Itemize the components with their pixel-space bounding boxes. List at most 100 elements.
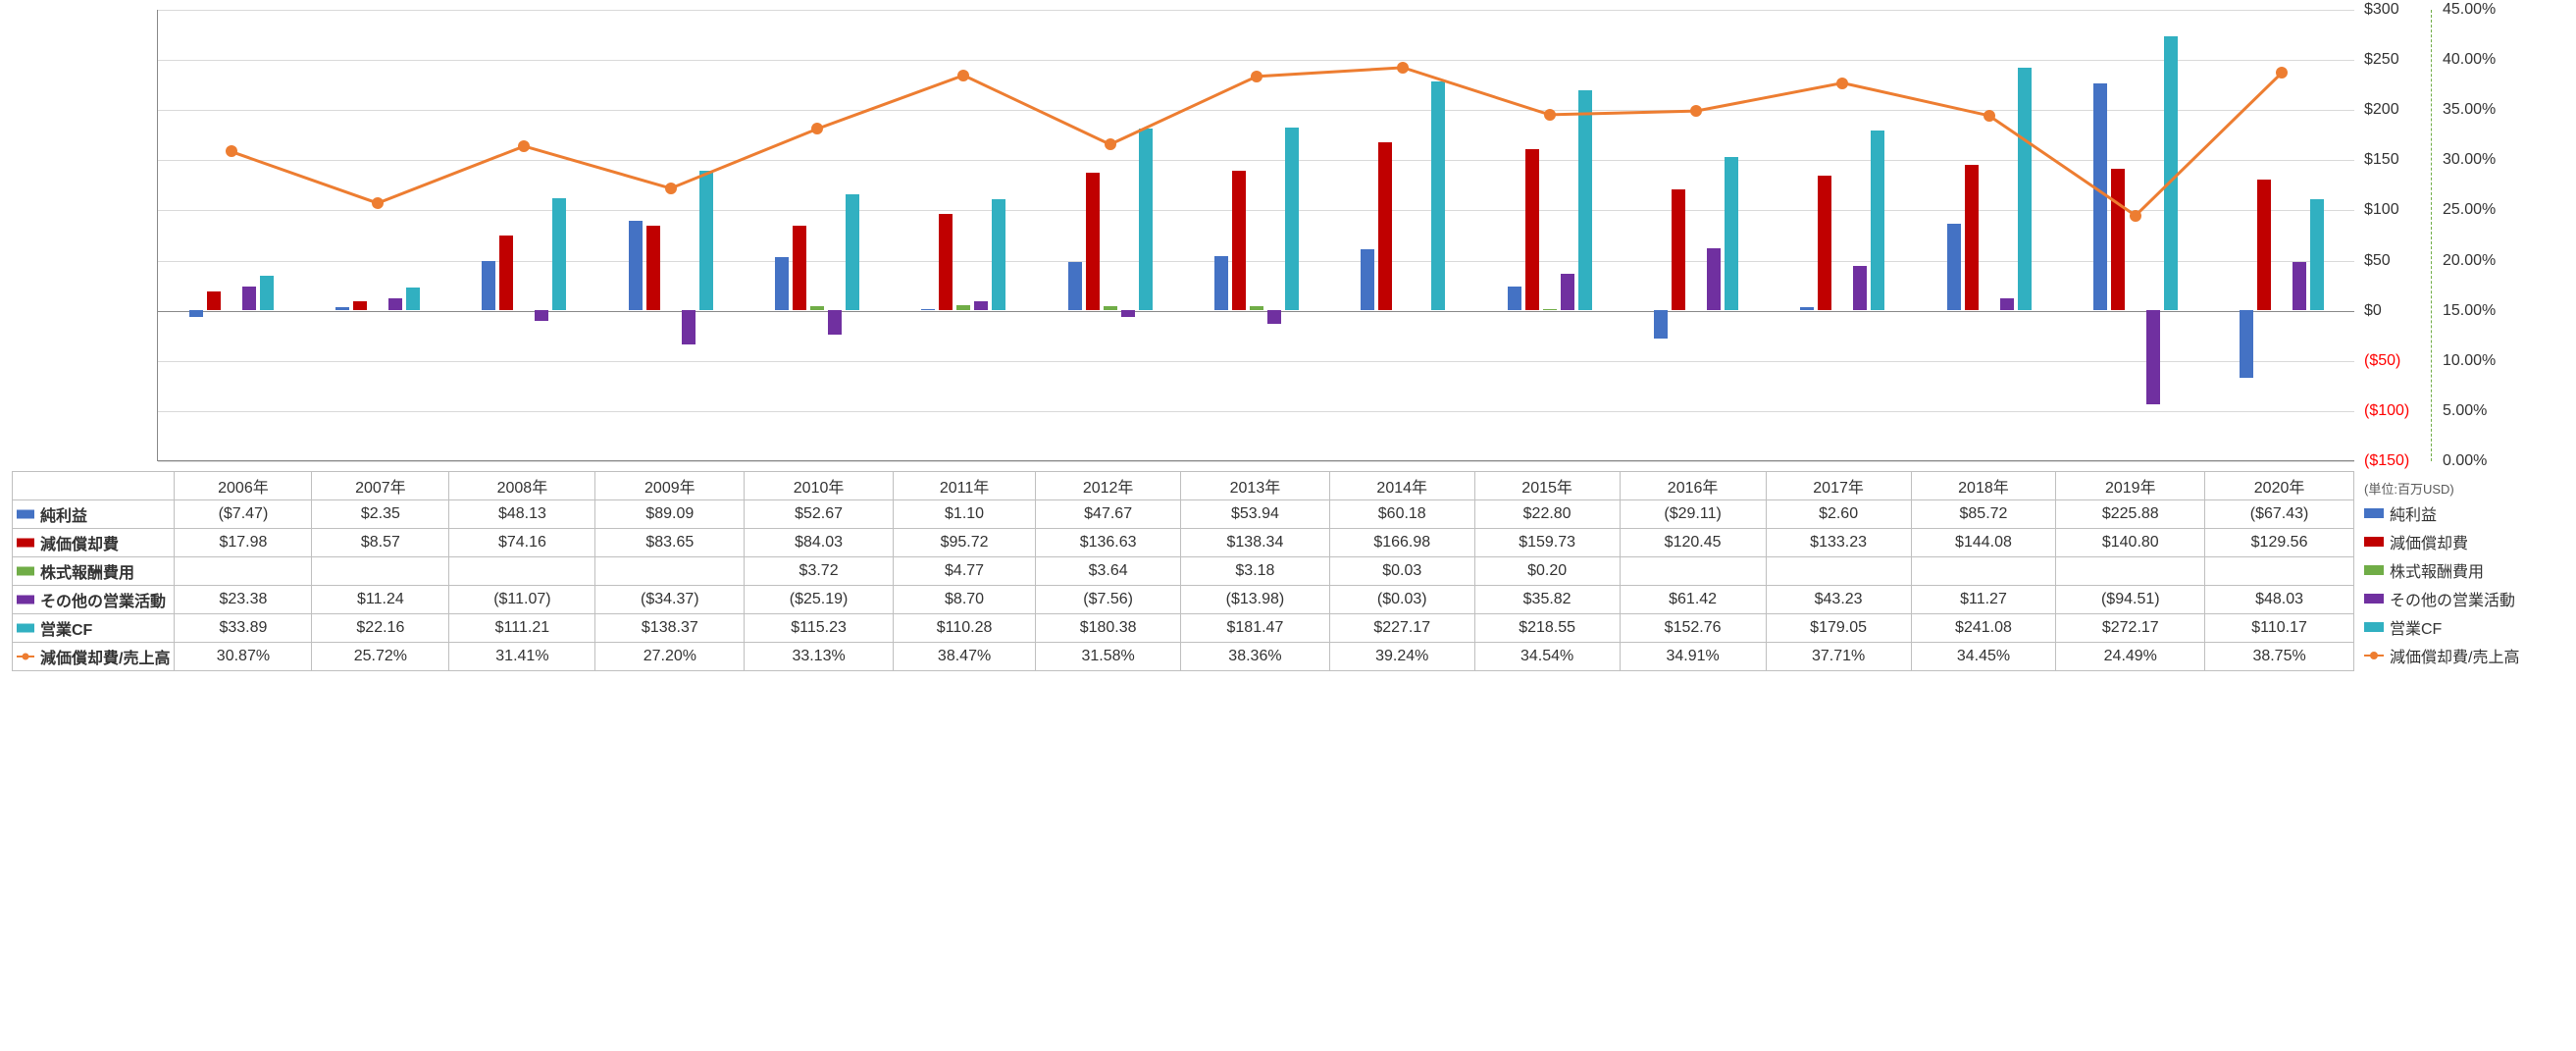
data-cell: $181.47 <box>1181 614 1330 643</box>
data-cell: ($29.11) <box>1620 500 1766 529</box>
data-cell: $60.18 <box>1329 500 1474 529</box>
secondary-tick: 15.00% <box>2443 302 2496 320</box>
data-cell: $61.42 <box>1620 586 1766 614</box>
bar-op_cf <box>1578 90 1592 309</box>
data-cell: $48.03 <box>2205 586 2354 614</box>
legend-label: 減価償却費/売上高 <box>2390 644 2519 667</box>
bar-other_ops <box>1121 310 1135 318</box>
data-cell: $85.72 <box>1911 500 2056 529</box>
series-swatch-icon <box>17 510 34 519</box>
category-header: 2010年 <box>745 472 894 500</box>
data-cell: $22.80 <box>1474 500 1620 529</box>
data-cell: $83.65 <box>595 529 745 557</box>
bar-other_ops <box>1267 310 1281 324</box>
line-marker <box>226 145 237 157</box>
gridline <box>158 411 2354 412</box>
data-cell: $47.67 <box>1036 500 1181 529</box>
category-header: 2006年 <box>175 472 312 500</box>
bar-op_cf <box>1725 157 1738 310</box>
line-marker <box>1984 110 1995 122</box>
bar-depreciation <box>2257 180 2271 309</box>
data-cell <box>2205 557 2354 586</box>
table-corner <box>13 472 175 500</box>
series-swatch-icon <box>17 539 34 548</box>
bar-net_income <box>629 221 643 310</box>
table-row: 減価償却費$17.98$8.57$74.16$83.65$84.03$95.72… <box>13 529 2354 557</box>
data-cell: $140.80 <box>2056 529 2205 557</box>
data-cell: 38.75% <box>2205 643 2354 671</box>
data-cell: $144.08 <box>1911 529 2056 557</box>
bar-net_income <box>1508 287 1521 309</box>
bar-depreciation <box>1965 165 1979 309</box>
line-marker <box>1105 138 1116 150</box>
series-swatch-icon <box>17 656 34 657</box>
series-name: 株式報酬費用 <box>40 565 134 582</box>
table-row: その他の営業活動$23.38$11.24($11.07)($34.37)($25… <box>13 586 2354 614</box>
bar-op_cf <box>2018 68 2032 309</box>
bar-net_income <box>482 261 495 309</box>
legend-label: 純利益 <box>2390 501 2437 525</box>
bar-net_income <box>921 309 935 310</box>
series-name: 純利益 <box>40 508 87 525</box>
bar-op_cf <box>992 199 1005 310</box>
bar-depreciation <box>1672 189 1685 310</box>
data-cell: $3.18 <box>1181 557 1330 586</box>
data-cell: $115.23 <box>745 614 894 643</box>
data-cell: $74.16 <box>449 529 595 557</box>
line-marker <box>811 123 823 134</box>
data-cell: 31.41% <box>449 643 595 671</box>
data-cell <box>1911 557 2056 586</box>
legend-item: その他の営業活動 <box>2364 584 2570 612</box>
data-cell: 34.91% <box>1620 643 1766 671</box>
line-marker <box>1251 71 1262 82</box>
legend-label: 株式報酬費用 <box>2390 558 2484 582</box>
data-cell: ($0.03) <box>1329 586 1474 614</box>
data-cell: ($7.47) <box>175 500 312 529</box>
gridline <box>158 10 2354 11</box>
line-marker <box>372 197 384 209</box>
data-cell: $159.73 <box>1474 529 1620 557</box>
row-header: 減価償却費 <box>13 529 175 557</box>
data-cell: 37.71% <box>1766 643 1911 671</box>
line-marker <box>665 183 677 194</box>
secondary-tick: 30.00% <box>2443 151 2496 169</box>
data-cell: $138.34 <box>1181 529 1330 557</box>
bar-op_cf <box>1871 131 1884 310</box>
bar-other_ops <box>974 301 988 310</box>
bar-op_cf <box>1139 129 1153 309</box>
series-name: 減価償却費 <box>40 537 119 553</box>
data-cell: 39.24% <box>1329 643 1474 671</box>
data-cell: $218.55 <box>1474 614 1620 643</box>
data-cell: ($11.07) <box>449 586 595 614</box>
gridline <box>158 461 2354 462</box>
bar-other_ops <box>2146 310 2160 405</box>
line-marker <box>2130 210 2141 222</box>
data-cell: $22.16 <box>312 614 449 643</box>
bar-depreciation <box>207 291 221 309</box>
table-row: 減価償却費/売上高30.87%25.72%31.41%27.20%33.13%3… <box>13 643 2354 671</box>
secondary-tick: 10.00% <box>2443 352 2496 370</box>
primary-tick: ($100) <box>2364 402 2409 420</box>
bar-depreciation <box>2111 169 2125 310</box>
data-cell: ($7.56) <box>1036 586 1181 614</box>
data-cell: $89.09 <box>595 500 745 529</box>
data-cell: 30.87% <box>175 643 312 671</box>
primary-y-axis: $300$250$200$150$100$50$0($50)($100)($15… <box>2364 10 2433 461</box>
bar-stock_comp <box>810 306 824 310</box>
bar-stock_comp <box>956 305 970 310</box>
data-cell: ($25.19) <box>745 586 894 614</box>
legend: 純利益減価償却費株式報酬費用その他の営業活動営業CF減価償却費/売上高 <box>2364 499 2570 669</box>
series-swatch-icon <box>17 624 34 633</box>
category-header: 2009年 <box>595 472 745 500</box>
category-header: 2020年 <box>2205 472 2354 500</box>
data-cell <box>312 557 449 586</box>
row-header: 純利益 <box>13 500 175 529</box>
bar-op_cf <box>846 194 859 310</box>
data-cell: $0.03 <box>1329 557 1474 586</box>
combo-chart: $300$250$200$150$100$50$0($50)($100)($15… <box>0 0 2576 1051</box>
data-cell: $8.57 <box>312 529 449 557</box>
bar-depreciation <box>499 236 513 310</box>
series-name: その他の営業活動 <box>40 594 166 610</box>
bar-depreciation <box>1525 149 1539 309</box>
legend-item: 営業CF <box>2364 612 2570 641</box>
